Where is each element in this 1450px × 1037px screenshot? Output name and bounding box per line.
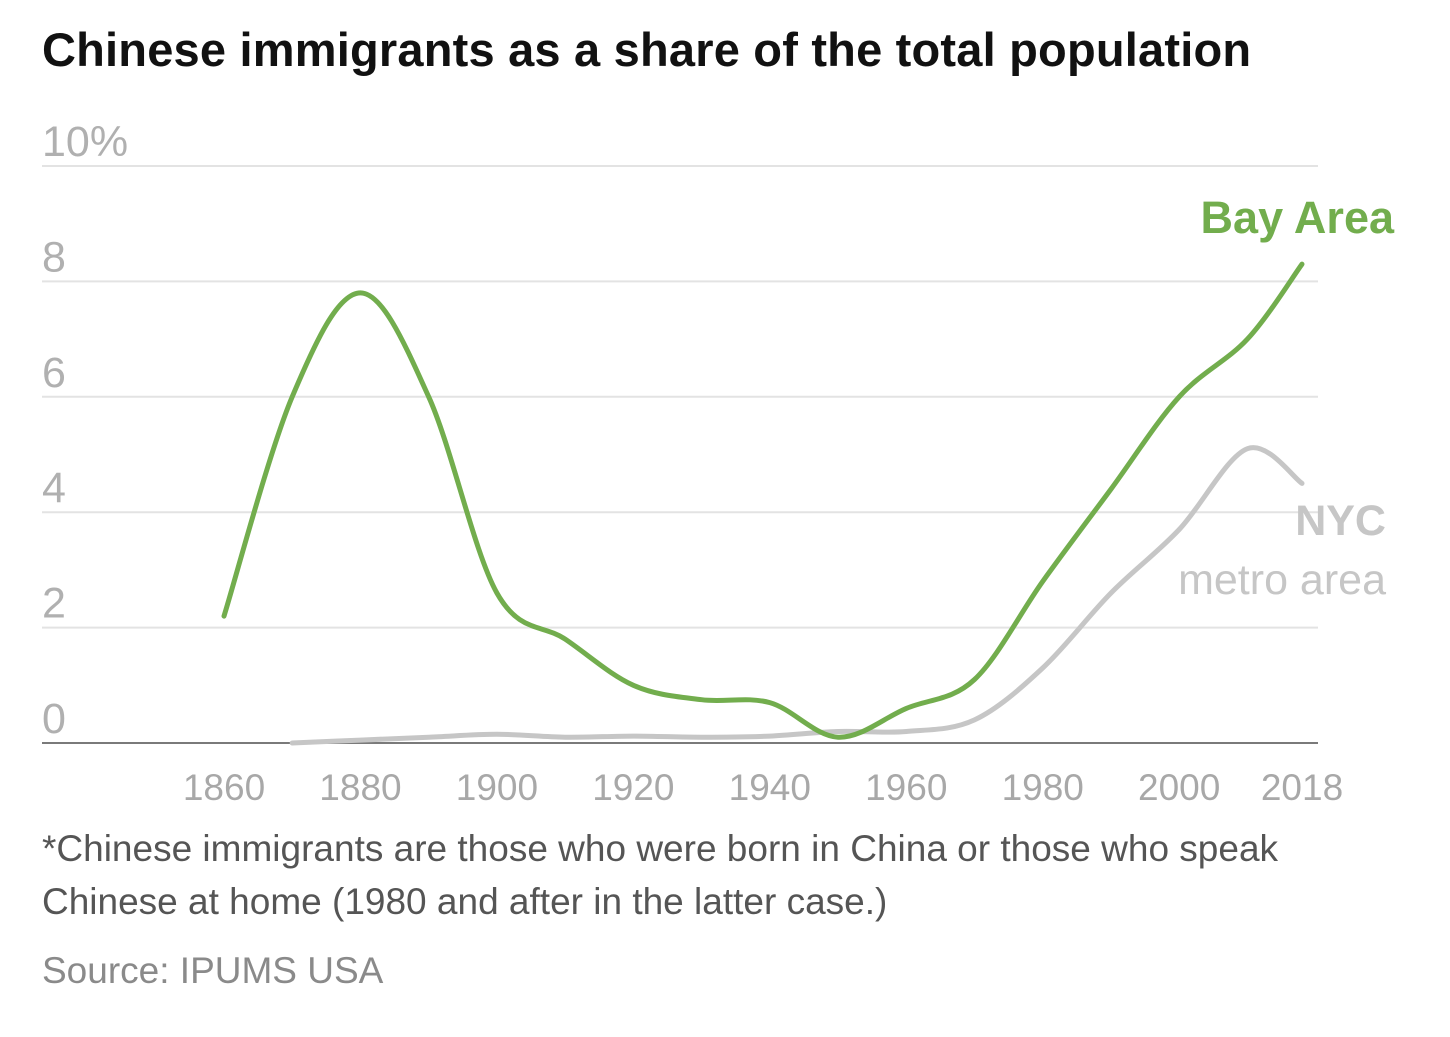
- x-tick-label: 1960: [865, 767, 947, 808]
- y-tick-label: 8: [42, 233, 66, 281]
- y-tick-label: 4: [42, 464, 66, 512]
- x-tick-label: 1980: [1002, 767, 1084, 808]
- series-label-nyc-line: NYC: [1295, 497, 1386, 545]
- y-tick-label: 6: [42, 349, 66, 397]
- grid-lines: [42, 165, 1318, 744]
- series-lines: [221, 261, 1305, 746]
- y-axis-ticks: 0 2 4 6 8 10%: [42, 118, 128, 743]
- x-tick-label: 2018: [1261, 767, 1343, 808]
- series-line-nyc-metro-area: [289, 445, 1305, 746]
- series-line-bay-area: [221, 261, 1305, 740]
- y-tick-label: 0: [42, 695, 66, 743]
- x-tick-label: 1880: [319, 767, 401, 808]
- x-tick-label: 1940: [729, 767, 811, 808]
- x-tick-label: 1920: [592, 767, 674, 808]
- chart-source: Source: IPUMS USA: [42, 950, 384, 991]
- x-tick-label: 1900: [456, 767, 538, 808]
- chart-footnote: *Chinese immigrants are those who were b…: [42, 828, 1279, 922]
- chart-title: Chinese immigrants as a share of the tot…: [42, 23, 1252, 76]
- y-tick-label: 2: [42, 580, 66, 628]
- series-labels: Bay Area NYC metro area: [1178, 192, 1395, 604]
- series-label-bay-area: Bay Area: [1201, 192, 1395, 243]
- line-chart: 0 2 4 6 8 10% 1860 1880 1900 1920 1940 1960 1980 200…: [42, 118, 1395, 808]
- x-axis-ticks: 1860 1880 1900 1920 1940 1960 1980 2000 2018: [183, 767, 1343, 808]
- x-tick-label: 2000: [1138, 767, 1220, 808]
- y-tick-label: 10%: [42, 118, 128, 166]
- series-label-nyc-line: metro area: [1178, 556, 1386, 604]
- x-tick-label: 1860: [183, 767, 265, 808]
